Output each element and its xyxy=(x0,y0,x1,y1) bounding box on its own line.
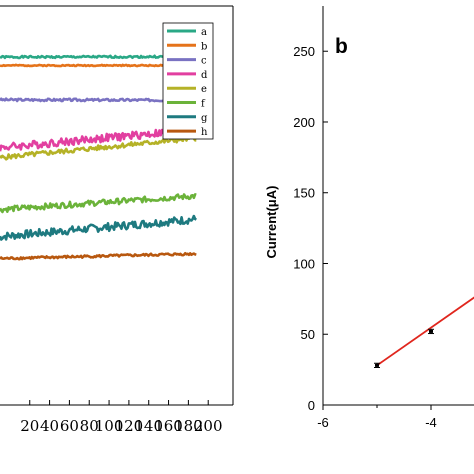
panel-b: b Current(μA) 0 50 100 150 200 250 -6 -4 xyxy=(264,6,474,430)
panel-a-x-tick-label: 140 xyxy=(134,417,163,435)
panel-b-x-tick-label: -4 xyxy=(425,415,437,430)
data-point xyxy=(375,363,379,367)
legend-label-a: a xyxy=(201,27,207,38)
panel-a-x-tick-label: 40 xyxy=(40,417,59,435)
legend-label-d: d xyxy=(201,70,208,81)
panel-a-x-tick-label: 60 xyxy=(60,417,79,435)
panel-b-fit xyxy=(376,296,474,367)
panel-b-y-tick-label: 50 xyxy=(301,327,315,342)
panel-a-x-tick-label: 80 xyxy=(80,417,99,435)
panel-b-ticks: 0 50 100 150 200 250 -6 -4 xyxy=(293,44,437,430)
panel-a-x-tick-label: 20 xyxy=(20,417,39,435)
legend-label-g: g xyxy=(201,113,208,124)
panel-b-y-tick-label: 200 xyxy=(293,115,315,130)
series-line-e xyxy=(0,135,197,161)
panel-a-x-tick-label: 100 xyxy=(95,417,124,435)
legend-label-c: c xyxy=(201,56,207,67)
series-line-h xyxy=(0,251,197,261)
panel-b-points xyxy=(374,328,434,368)
legend-label-f: f xyxy=(201,99,206,110)
panel-a-x-tick-label: 200 xyxy=(194,417,223,435)
legend-label-e: e xyxy=(201,84,207,95)
data-point xyxy=(429,329,433,333)
panel-b-y-tick-label: 100 xyxy=(293,256,315,271)
series-line-f xyxy=(0,193,197,214)
legend-frame xyxy=(162,22,214,140)
panel-b-y-tick-label: 250 xyxy=(293,44,315,59)
panel-b-y-tick-label: 0 xyxy=(308,398,315,413)
fit-line xyxy=(376,296,474,367)
series-line-g xyxy=(0,214,197,241)
panel-b-y-axis-label: Current(μA) xyxy=(264,186,279,259)
panel-a-x-tick-label: 180 xyxy=(174,417,203,435)
panel-b-y-tick-label: 150 xyxy=(293,186,315,201)
legend-label-b: b xyxy=(201,41,207,52)
panel-b-label: b xyxy=(335,35,348,58)
panel-b-x-tick-label: -6 xyxy=(317,415,329,430)
legend-label-h: h xyxy=(201,127,208,138)
panel-a-x-tick-label: 120 xyxy=(115,417,144,435)
panel-a-x-tick-label: 160 xyxy=(154,417,183,435)
